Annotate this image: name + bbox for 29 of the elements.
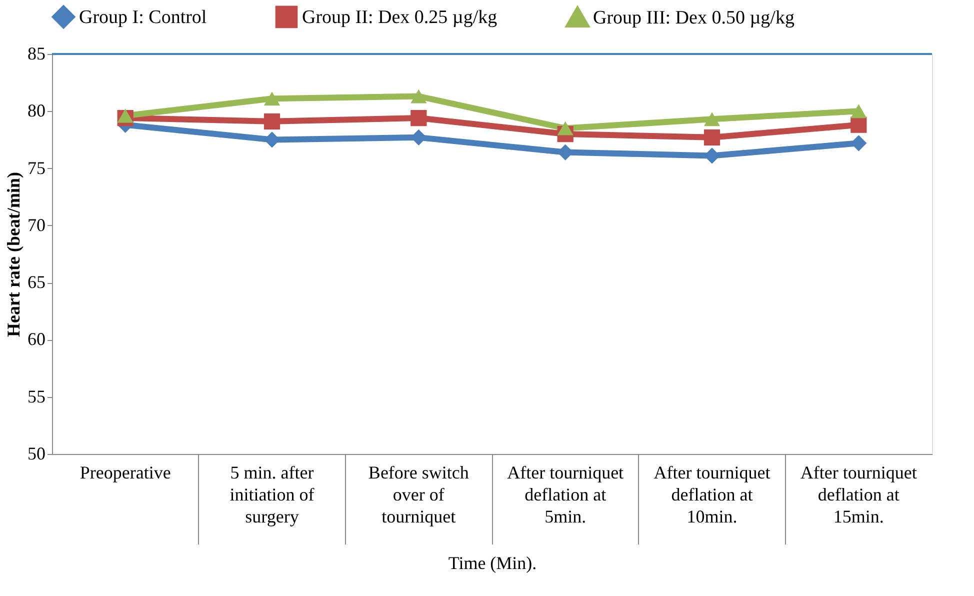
point	[117, 108, 134, 123]
y-tick-label: 80	[28, 100, 46, 121]
y-tick-label: 50	[28, 444, 46, 464]
point	[704, 129, 720, 146]
y-tick-label: 65	[28, 272, 46, 292]
point	[264, 92, 280, 106]
point	[264, 113, 280, 130]
x-axis-title: Time (Min).	[448, 553, 537, 573]
point	[704, 112, 720, 126]
point	[850, 104, 867, 118]
y-tick-label: 70	[28, 214, 46, 235]
x-tick-label: After tourniquet deflation at 10min.	[654, 462, 770, 526]
legend-label: Group II: Dex 0.25 µg/kg	[302, 6, 498, 28]
legend-label: Group I: Control	[79, 6, 207, 28]
x-tick-label: After tourniquet deflation at 15min.	[800, 462, 917, 526]
y-axis-title: Heart rate (beat/min)	[4, 172, 24, 337]
y-tick-label: 60	[28, 329, 46, 350]
legend-label: Group III: Dex 0.50 µg/kg	[593, 8, 795, 28]
y-tick-label: 75	[28, 158, 46, 178]
point	[410, 89, 427, 104]
y-tick-label: 55	[28, 386, 46, 406]
x-tick-label: Preoperative	[80, 462, 171, 482]
x-tick-label: After tourniquet deflation at 5min.	[507, 462, 624, 526]
x-tick-label: 5 min. after initiation of surgery	[230, 462, 314, 526]
point	[850, 116, 867, 133]
point	[557, 121, 574, 136]
y-tick-label: 85	[28, 44, 46, 64]
point	[410, 110, 427, 126]
x-tick-label: Before switch over of tourniquet	[368, 462, 469, 526]
